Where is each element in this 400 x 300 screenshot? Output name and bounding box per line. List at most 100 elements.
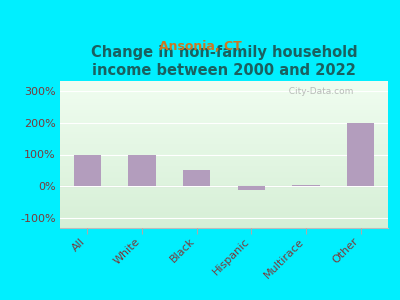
Bar	[60, 133, 388, 134]
Bar	[60, 96, 388, 97]
Bar	[60, 193, 388, 194]
Bar	[60, 207, 388, 209]
Bar	[60, 222, 388, 224]
Bar	[60, 99, 388, 100]
Bar	[60, 203, 388, 205]
Bar	[60, 213, 388, 215]
Bar	[60, 112, 388, 113]
Bar	[60, 166, 388, 168]
Bar	[60, 153, 388, 154]
Bar	[60, 206, 388, 207]
Bar	[60, 109, 388, 110]
Bar	[60, 220, 388, 222]
Bar	[60, 102, 388, 103]
Bar	[60, 184, 388, 185]
Bar	[60, 94, 388, 96]
Bar	[60, 152, 388, 153]
Bar	[60, 209, 388, 210]
Bar	[60, 188, 388, 190]
Bar	[60, 178, 388, 179]
Bar	[60, 218, 388, 219]
Bar	[60, 158, 388, 159]
Bar	[60, 127, 388, 128]
Bar	[60, 179, 388, 181]
Bar	[60, 176, 388, 178]
Bar	[60, 87, 388, 88]
Bar	[60, 165, 388, 166]
Bar	[60, 143, 388, 144]
Text: City-Data.com: City-Data.com	[283, 87, 354, 96]
Bar	[60, 148, 388, 150]
Bar	[60, 81, 388, 82]
Bar	[60, 159, 388, 160]
Bar	[60, 168, 388, 169]
Bar	[60, 125, 388, 127]
Bar	[60, 169, 388, 171]
Bar	[60, 185, 388, 187]
Bar	[60, 199, 388, 200]
Bar	[60, 191, 388, 193]
Bar	[60, 200, 388, 202]
Bar	[60, 140, 388, 141]
Bar	[60, 84, 388, 86]
Bar	[60, 160, 388, 162]
Bar	[60, 162, 388, 163]
Bar	[238, 187, 265, 190]
Bar	[60, 88, 388, 90]
Bar	[60, 118, 388, 119]
Bar	[347, 122, 374, 187]
Bar	[60, 196, 388, 197]
Bar	[60, 150, 388, 152]
Bar	[60, 219, 388, 221]
Bar	[60, 225, 388, 226]
Bar	[60, 137, 388, 138]
Bar	[60, 119, 388, 121]
Bar	[60, 82, 388, 84]
Bar	[60, 138, 388, 140]
Bar	[60, 197, 388, 199]
Bar	[60, 85, 388, 87]
Bar	[60, 134, 388, 135]
Bar	[60, 124, 388, 125]
Bar	[60, 107, 388, 109]
Bar	[60, 190, 388, 191]
Bar	[60, 175, 388, 176]
Bar	[60, 115, 388, 116]
Bar	[60, 93, 388, 94]
Bar	[60, 181, 388, 182]
Bar	[74, 154, 101, 187]
Bar	[60, 154, 388, 156]
Bar	[60, 100, 388, 102]
Bar	[60, 172, 388, 174]
Bar	[60, 205, 388, 206]
Bar	[60, 216, 388, 218]
Bar	[60, 113, 388, 115]
Bar	[60, 116, 388, 118]
Bar	[60, 212, 388, 213]
Title: Change in non-family household
income between 2000 and 2022: Change in non-family household income be…	[91, 45, 357, 78]
Bar	[60, 215, 388, 216]
Bar	[60, 122, 388, 124]
Bar	[60, 144, 388, 146]
Bar	[60, 141, 388, 143]
Bar	[60, 210, 388, 212]
Bar	[60, 103, 388, 104]
Bar	[60, 91, 388, 93]
Bar	[60, 202, 388, 203]
Bar	[60, 131, 388, 132]
Bar	[60, 174, 388, 175]
Bar	[60, 146, 388, 147]
Bar	[60, 226, 388, 228]
Bar	[60, 106, 388, 107]
Bar	[60, 121, 388, 122]
Text: Ansonia, CT: Ansonia, CT	[159, 40, 241, 53]
Bar	[60, 187, 388, 188]
Bar	[292, 185, 320, 187]
Bar	[183, 170, 210, 187]
Bar	[60, 97, 388, 99]
Bar	[60, 224, 388, 225]
Bar	[60, 110, 388, 112]
Bar	[60, 182, 388, 184]
Bar	[60, 147, 388, 148]
Bar	[60, 194, 388, 196]
